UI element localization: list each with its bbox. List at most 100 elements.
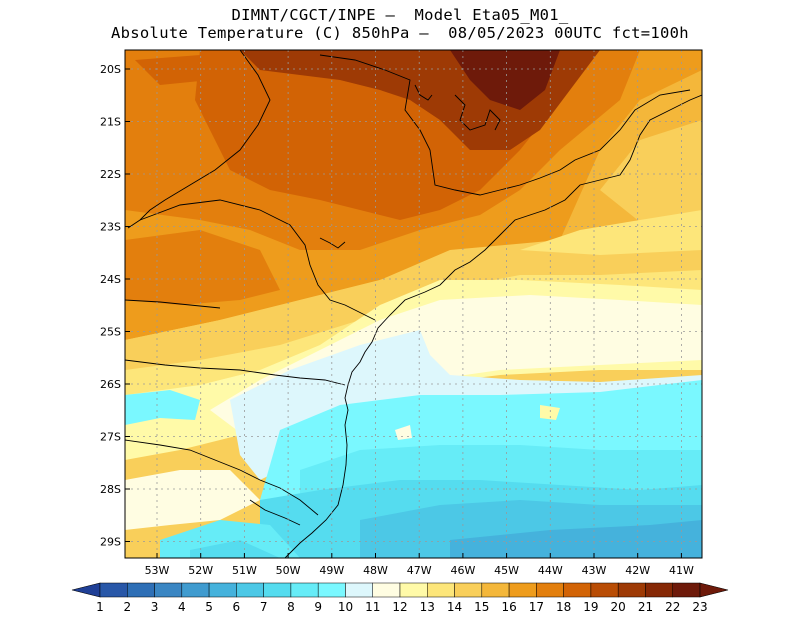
colorbar-segment [181, 582, 210, 598]
colorbar-segment [481, 582, 510, 598]
region-15c-east [600, 120, 702, 240]
border-sp-pr [139, 199, 376, 321]
border-sc-rs [125, 439, 319, 516]
border-pr-sc [125, 359, 346, 386]
border-sp-mg [319, 54, 691, 196]
colorbar-label: 19 [583, 600, 598, 614]
colorbar-label: 21 [638, 600, 653, 614]
colorbar-segment [236, 582, 264, 598]
colorbar-label: 7 [260, 600, 268, 614]
colorbar-label: 2 [123, 600, 131, 614]
colorbar-segment [617, 582, 646, 598]
colorbar-segment [590, 582, 619, 598]
colorbar-label: 1 [96, 600, 104, 614]
colorbar-segment [427, 582, 455, 598]
lon-label: 46W [450, 564, 475, 577]
region-18c-west [125, 230, 280, 305]
colorbar-segment [563, 582, 592, 598]
border-west [125, 299, 221, 309]
lon-label: 53W [145, 564, 170, 577]
temperature-field [125, 50, 702, 558]
colorbar-label: 15 [474, 600, 489, 614]
region-9c-southwest [160, 520, 300, 558]
region-8c-southwest [190, 540, 280, 558]
colorbar-segment [372, 582, 401, 598]
colorbar-label: 4 [178, 600, 186, 614]
colorbar-segment [127, 582, 155, 598]
colorbar-segment [317, 582, 346, 598]
colorbar-labels: 1 2 3 4 5 6 7 8 9 10 11 12 13 14 15 16 17 18 19 20 21 22 23 [96, 600, 707, 614]
region-6c [450, 520, 702, 558]
lon-label: 44W [538, 564, 563, 577]
lat-label: 20S [100, 63, 121, 76]
lake-reservoir-3 [319, 237, 346, 249]
chart-title: DIMNT/CGCT/INPE – Model Eta05_M01_ Absol… [0, 6, 800, 42]
colorbar-arrow-low [71, 582, 101, 598]
colorbar-segment [672, 582, 701, 598]
lat-label: 29S [100, 536, 121, 549]
lon-label: 41W [669, 564, 694, 577]
colorbar-segment [536, 582, 564, 598]
lon-label: 43W [582, 564, 607, 577]
colorbar-segment [290, 582, 319, 598]
colorbar-label: 10 [338, 600, 353, 614]
colorbar-segment [508, 582, 537, 598]
colorbar-segment [154, 582, 183, 598]
colorbar-segment [454, 582, 483, 598]
colorbar-segment [208, 582, 237, 598]
colorbar-label: 8 [287, 600, 295, 614]
colorbar-label: 16 [501, 600, 516, 614]
lat-label: 21S [100, 116, 121, 129]
region-13c-spot [540, 405, 560, 420]
lon-label: 50W [276, 564, 301, 577]
colorbar-segment [263, 582, 292, 598]
title-line-2: Absolute Temperature (C) 850hPa – 08/05/… [111, 24, 689, 42]
border-southwest [249, 499, 301, 526]
colorbar [71, 582, 729, 598]
lat-label: 23S [100, 221, 121, 234]
lake-reservoir-2 [414, 84, 433, 101]
colorbar-label: 18 [556, 600, 571, 614]
lon-label: 49W [319, 564, 344, 577]
colorbar-label: 12 [392, 600, 407, 614]
colorbar-label: 9 [314, 600, 322, 614]
colorbar-label: 11 [365, 600, 380, 614]
colorbar-segment [345, 582, 373, 598]
border-ms-sp [127, 50, 271, 229]
colorbar-segment [399, 582, 428, 598]
colorbar-arrow-high [699, 582, 729, 598]
colorbar-label: 6 [233, 600, 241, 614]
longitude-labels: 53W 52W 51W 50W 49W 48W 47W 46W 45W 44W 43W 42W 41W [145, 553, 694, 577]
colorbar-label: 20 [611, 600, 626, 614]
lon-label: 42W [625, 564, 650, 577]
lat-label: 25S [100, 326, 121, 339]
lake-reservoir-1 [454, 94, 501, 131]
lat-label: 22S [100, 168, 121, 181]
title-line-1: DIMNT/CGCT/INPE – Model Eta05_M01_ [231, 6, 569, 24]
colorbar-label: 14 [447, 600, 462, 614]
latitude-labels: 20S 21S 22S 23S 24S 25S 26S 27S 28S 29S [100, 63, 130, 549]
gridlines [125, 50, 702, 558]
region-11c-spot [350, 345, 410, 385]
colorbar-segment [645, 582, 673, 598]
lat-label: 27S [100, 431, 121, 444]
lat-label: 26S [100, 378, 121, 391]
lon-label: 48W [363, 564, 388, 577]
colorbar-segment [99, 582, 128, 598]
colorbar-label: 3 [151, 600, 159, 614]
lon-label: 51W [232, 564, 257, 577]
region-10c-west [125, 390, 200, 425]
lon-label: 45W [494, 564, 519, 577]
colorbar-label: 23 [692, 600, 707, 614]
lat-label: 28S [100, 483, 121, 496]
region-19c-nw [135, 55, 210, 85]
colorbar-label: 22 [665, 600, 680, 614]
lat-label: 24S [100, 273, 121, 286]
lon-label: 52W [188, 564, 213, 577]
coastline [284, 94, 702, 558]
region-12c-south [125, 470, 260, 530]
colorbar-label: 5 [205, 600, 213, 614]
colorbar-label: 13 [420, 600, 435, 614]
lon-label: 47W [407, 564, 432, 577]
